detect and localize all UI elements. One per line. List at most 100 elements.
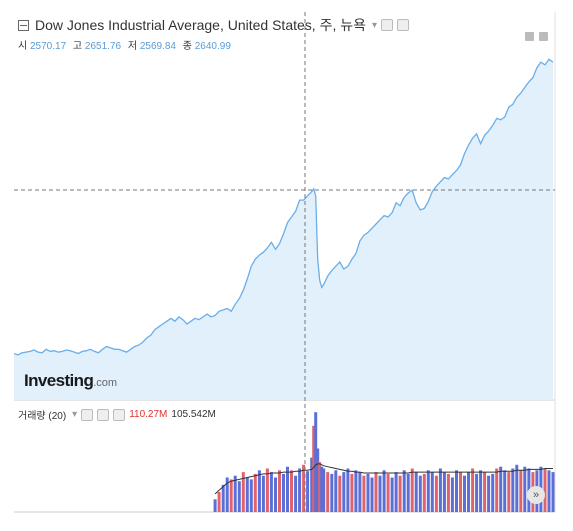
ohlc-readout: 시 2570.17 고 2651.76 저 2569.84 종 2640.99	[18, 37, 235, 52]
volume-bar	[446, 473, 450, 512]
volume-bar	[278, 470, 281, 512]
volume-gear-icon[interactable]	[81, 408, 94, 421]
settings-icon[interactable]	[397, 19, 410, 31]
volume-bar	[286, 466, 289, 512]
volume-bar	[338, 475, 342, 512]
low-label: 저	[127, 41, 138, 52]
volume-bar	[519, 470, 523, 512]
volume-bar	[306, 471, 310, 512]
volume-bar	[298, 468, 302, 512]
volume-bar	[241, 472, 245, 512]
caret-down-icon[interactable]: ▾	[372, 19, 378, 31]
volume-bar	[523, 466, 527, 512]
volume-bar	[551, 472, 555, 512]
volume-bar	[543, 468, 547, 512]
volume-bar	[410, 468, 414, 512]
open-value: 2570.17	[29, 41, 67, 52]
investing-logo: Investing.com	[24, 371, 117, 391]
volume-bar	[434, 475, 438, 512]
volume-bar	[318, 462, 322, 512]
volume-bar	[362, 475, 366, 512]
volume-bar	[294, 475, 298, 512]
volume-bar	[310, 457, 314, 512]
volume-bar	[274, 477, 277, 512]
volume-bar	[350, 473, 354, 512]
volume-bar	[455, 470, 458, 512]
volume-bar	[422, 473, 426, 512]
volume-bar	[394, 472, 398, 512]
volume-bar	[382, 470, 386, 512]
collapse-icon[interactable]	[18, 19, 29, 31]
volume-bar	[491, 473, 495, 512]
close-value: 2640.99	[194, 41, 231, 52]
volume-bar	[346, 468, 350, 512]
volume-bar	[467, 472, 470, 512]
volume-bar	[503, 470, 507, 512]
volume-bar	[450, 477, 454, 512]
volume-bar	[265, 468, 269, 512]
price-line	[13, 58, 554, 356]
volume-ma-line	[214, 463, 553, 495]
gear-icon[interactable]	[381, 19, 394, 31]
volume-bar	[282, 473, 285, 512]
volume-settings-icon[interactable]	[97, 408, 110, 421]
volume-bar	[459, 472, 462, 512]
volume-bar	[378, 475, 382, 512]
volume-caret-icon[interactable]: ▾	[72, 409, 78, 420]
volume-bar	[366, 473, 370, 512]
volume-value-current: 110.27M	[129, 409, 168, 420]
logo-suffix: .com	[93, 377, 118, 389]
volume-bar	[430, 472, 434, 512]
chart-title: Dow Jones Industrial Average, United Sta…	[35, 17, 366, 33]
volume-bar	[414, 472, 418, 512]
volume-bar	[261, 475, 265, 512]
volume-bar	[418, 475, 422, 512]
volume-bar	[217, 492, 221, 512]
volume-bar	[221, 484, 225, 512]
volume-bar	[515, 464, 519, 512]
volume-bar	[320, 466, 324, 512]
volume-bar	[398, 475, 402, 512]
volume-bar	[330, 473, 334, 512]
open-label: 시	[18, 41, 28, 52]
volume-bar	[229, 479, 233, 512]
volume-bars	[213, 412, 555, 512]
volume-bar	[342, 472, 346, 512]
volume-bar	[354, 470, 358, 512]
scroll-latest-icon[interactable]: »	[527, 486, 545, 504]
volume-bar	[438, 468, 442, 512]
volume-bar	[507, 472, 511, 512]
volume-bar	[290, 470, 293, 512]
volume-bar	[314, 412, 318, 512]
volume-bar	[326, 472, 330, 512]
volume-bar	[487, 475, 491, 512]
expand-icon[interactable]	[539, 32, 548, 41]
volume-close-icon[interactable]	[113, 408, 126, 421]
chart-header: Dow Jones Industrial Average, United Sta…	[18, 16, 410, 34]
volume-bar	[253, 473, 257, 512]
close-label: 종	[182, 41, 192, 52]
volume-header: 거래량 (20) ▾ 110.27M 105.542M	[18, 407, 216, 422]
volume-bar	[245, 477, 249, 512]
volume-bar	[547, 470, 551, 512]
volume-label: 거래량 (20)	[18, 411, 67, 422]
volume-bar	[442, 472, 446, 512]
volume-value-ma: 105.542M	[171, 409, 216, 420]
volume-bar	[463, 475, 466, 512]
download-icon[interactable]	[525, 32, 534, 41]
volume-bar	[471, 468, 475, 512]
volume-bar	[302, 464, 306, 512]
volume-bar	[390, 477, 394, 512]
volume-bar	[316, 448, 320, 512]
volume-bar	[483, 472, 487, 512]
volume-bar	[358, 472, 362, 512]
volume-bar	[312, 425, 316, 512]
high-value: 2651.76	[84, 41, 122, 52]
volume-bar	[249, 479, 253, 512]
volume-bar	[233, 475, 237, 512]
volume-bar	[479, 470, 483, 512]
volume-bar	[386, 473, 390, 512]
logo-brand: Investing	[24, 371, 94, 390]
